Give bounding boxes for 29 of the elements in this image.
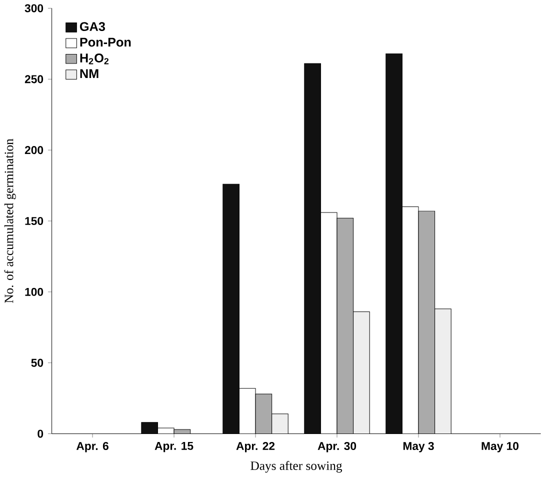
y-tick-label: 150 <box>25 217 44 226</box>
bar <box>141 422 158 434</box>
y-tick-label: 100 <box>25 288 44 296</box>
bar <box>256 394 272 434</box>
x-tick-label: Apr. 30 <box>318 442 356 452</box>
legend-label: GA3 <box>80 22 106 32</box>
bar <box>434 308 452 434</box>
x-tick-label: May 3 <box>403 442 434 452</box>
bar <box>304 64 321 434</box>
bar <box>353 312 370 434</box>
y-tick-label: 200 <box>24 146 44 154</box>
y-tick-label: 0 <box>38 430 44 438</box>
legend-label: NM <box>80 69 98 78</box>
x-tick-label: Apr. 6 <box>76 442 108 452</box>
x-tick-label: May 10 <box>482 442 519 452</box>
x-axis-title: Days after sowing <box>250 461 342 473</box>
bar <box>418 210 436 434</box>
y-tick-label: 250 <box>24 75 44 84</box>
y-tick-label: 300 <box>24 4 44 12</box>
bar <box>386 53 402 434</box>
bar <box>222 184 240 434</box>
bar <box>272 414 288 434</box>
legend-label: H$_{2}$O$_{2}$ <box>80 54 109 64</box>
bar <box>337 218 354 434</box>
y-axis-title: No. of accumulated germination <box>4 138 16 304</box>
x-tick-label: Apr. 15 <box>154 442 194 452</box>
y-tick-label: 50 <box>31 358 44 367</box>
x-tick-label: Apr. 22 <box>236 442 275 452</box>
legend-label: Pon-Pon <box>80 38 131 47</box>
